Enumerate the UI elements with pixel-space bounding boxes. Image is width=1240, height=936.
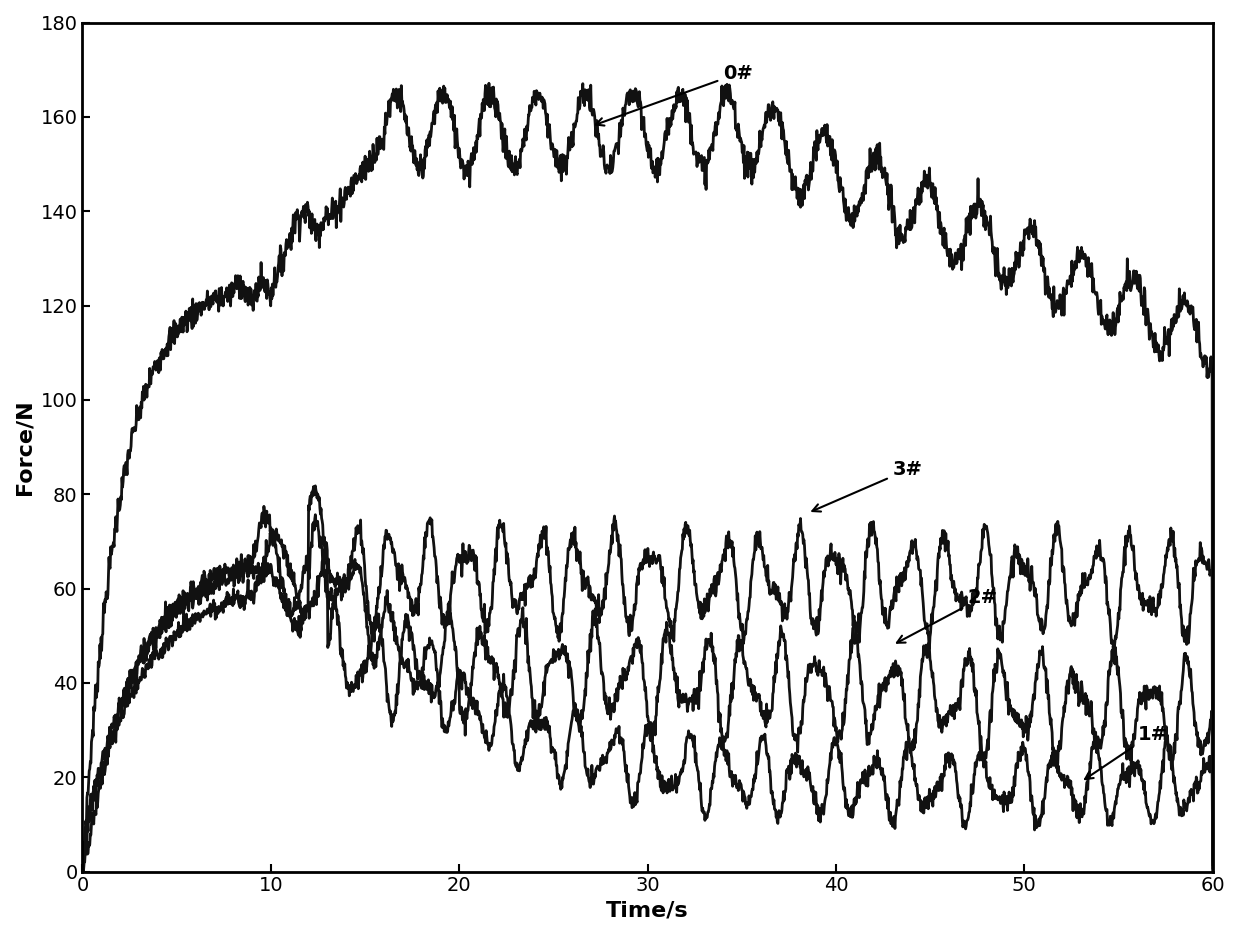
Text: 3#: 3# [812,461,923,512]
Y-axis label: Force/N: Force/N [15,400,35,495]
Text: 2#: 2# [897,588,998,643]
Text: 1#: 1# [1085,724,1168,779]
Text: 0#: 0# [596,64,753,125]
X-axis label: Time/s: Time/s [606,901,689,921]
